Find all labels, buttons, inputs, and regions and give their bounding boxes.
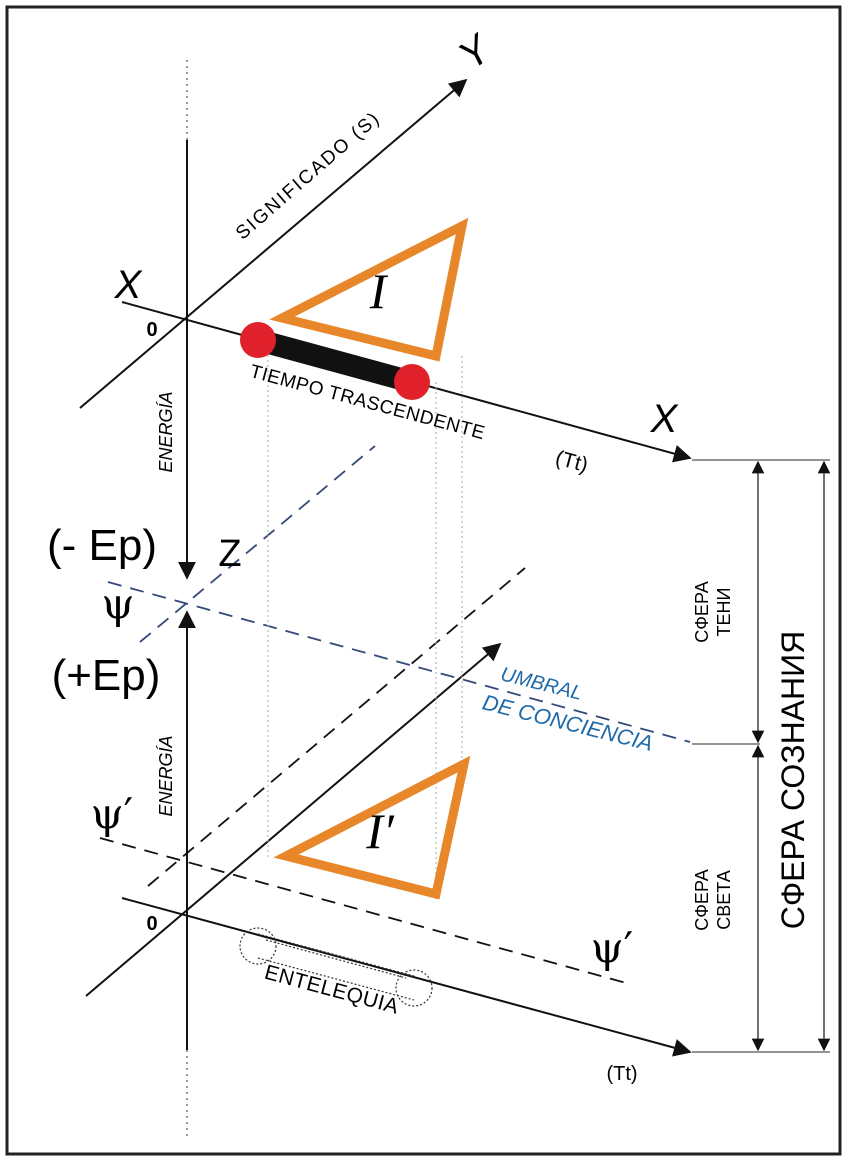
x-axis-left-label: X bbox=[114, 263, 143, 307]
y-axis-lower bbox=[85, 642, 502, 997]
origin-top-label: 0 bbox=[146, 319, 157, 341]
plus-ep-label: (+Ep) bbox=[52, 651, 161, 700]
triangle-i-prime-label: I′ bbox=[365, 803, 395, 859]
psi-prime-x-dashed-line bbox=[99, 837, 631, 985]
y-axis bbox=[79, 78, 468, 409]
psi-prime-y-dashed-line bbox=[147, 567, 526, 887]
sfera-soznaniya-label: СФЕРА СОЗНАНИЯ bbox=[775, 631, 811, 930]
entelequia-capsule bbox=[239, 927, 433, 1007]
sfera-sveta-line2: СВЕТА bbox=[714, 870, 734, 929]
triangle-i-prime bbox=[273, 755, 471, 900]
psi-prime-right-label: ψ′ bbox=[591, 923, 633, 972]
z-axis-label: Z bbox=[218, 533, 241, 575]
tiempo-start-dot bbox=[240, 322, 276, 358]
energia-upper-label: ENERGÍA bbox=[156, 391, 176, 472]
y-axis-label: Y bbox=[451, 25, 502, 78]
x-axis-right-label: X bbox=[650, 397, 679, 441]
psi-label: ψ bbox=[102, 579, 135, 628]
umbral-dashed-line bbox=[107, 581, 691, 743]
x-axis-bottom bbox=[121, 897, 692, 1057]
minus-ep-label: (- Ep) bbox=[47, 521, 157, 570]
entelequia-label: ENTELEQUIA bbox=[262, 961, 401, 1019]
significado-label: SIGNIFICADO (S) bbox=[232, 108, 385, 245]
sfera-sveta-line1: СФЕРА bbox=[692, 869, 712, 931]
sfera-teni-line1: СФЕРА bbox=[692, 581, 712, 643]
tt-bottom-label: (Tt) bbox=[606, 1063, 637, 1085]
energia-lower-label: ENERGÍA bbox=[156, 735, 176, 816]
tiempo-bar bbox=[247, 329, 423, 393]
tiempo-end-dot bbox=[394, 364, 430, 400]
triangle-i bbox=[269, 217, 469, 362]
psi-prime-left-label: ψ′ bbox=[91, 789, 133, 838]
triangle-i-label: I bbox=[369, 263, 389, 319]
psi-y-dashed-line bbox=[139, 445, 376, 643]
sfera-teni-line2: ТЕНИ bbox=[714, 588, 734, 637]
frame-border bbox=[5, 5, 842, 1156]
tt-top-label: (Tt) bbox=[553, 446, 590, 477]
origin-bottom-label: 0 bbox=[146, 913, 157, 935]
